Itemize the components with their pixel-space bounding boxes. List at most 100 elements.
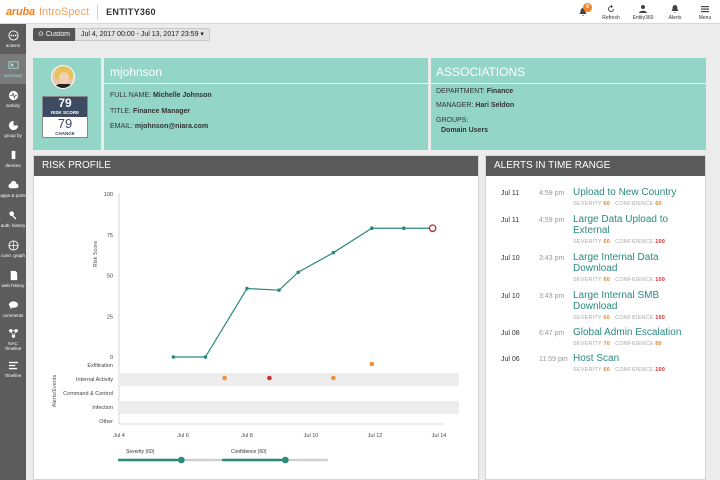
clock-icon: ⊙ [38,31,46,38]
risk-score-point [171,355,176,359]
severity-slider-handle[interactable] [178,456,185,464]
sidebar-item-web-history[interactable]: web history [0,264,26,294]
alert-date: Jul 10 [501,293,520,300]
menu-label: Menu [698,14,712,21]
key-icon [8,211,16,220]
group-by-icon [8,120,18,131]
alert-meta: SEVERITY 60 CONFIDENCE 100 [573,277,666,283]
event-lane-band [119,373,459,386]
title-value: Finance Manager [132,108,191,115]
date-range-value: Jul 4, 2017 00:00 - Jul 13, 2017 23:59 [80,31,199,38]
alert-title[interactable]: Upload to New Country [573,187,677,198]
sidebar-item-timeline[interactable]: Timeline [0,354,26,384]
alert-title[interactable]: Global Admin Escalation [573,327,682,338]
summary-icon [7,61,19,69]
timeline-icon [8,361,18,370]
sidebar-item-label: actions [5,43,21,48]
x-tick-label: Jul 4 [113,433,125,439]
risk-score-point-current [428,224,437,233]
sidebar-item-apps-ports[interactable]: apps & ports [0,174,26,204]
alert-time: 3:43 pm [539,293,565,300]
alert-confidence: 100 [655,315,666,321]
document-icon [10,270,17,281]
sidebar-item-group-by[interactable]: group by [0,114,26,144]
email-label: EMAIL: [110,123,133,130]
alert-meta: SEVERITY 60 CONFIDENCE 100 [573,315,666,321]
risk-score-box: 79 RISK SCORE 79 CHANGE [42,96,88,138]
groups-label: GROUPS: [436,117,469,124]
event-category-label: Exfiltration [87,363,113,369]
notifications-button[interactable]: 8 [570,0,596,24]
alert-confidence: 60 [655,201,662,207]
associations-card: ASSOCIATIONS DEPARTMENT: Finance MANAGER… [431,58,706,150]
alert-time: 6:47 pm [539,330,565,337]
alert-confidence: 100 [655,277,666,283]
entity360-button[interactable]: Entity360 [626,0,660,24]
y-tick-label: 0 [110,355,113,361]
refresh-button[interactable]: Refresh [596,0,626,24]
entity360-label: Entity360 [632,14,654,21]
title-row: TITLE: Finance Manager [110,108,190,115]
alerts-label: Alerts [668,14,682,21]
risk-score-line [173,227,433,358]
confidence-slider-label: Confidence (60) [231,449,267,455]
groups-value: Domain Users [441,127,489,134]
alerts-heading: ALERTS IN TIME RANGE [486,156,705,176]
menu-button[interactable]: Menu [690,0,720,24]
sidebar-item-label: comments [2,313,24,318]
y-tick-label: 50 [107,274,113,280]
severity-slider-label: Severity (60) [126,449,155,455]
change-value: 79 [57,116,73,131]
sidebar-item-label: web history [1,283,25,288]
sidebar-item-conn-graph[interactable]: conn. graph [0,234,26,264]
sidebar-item-devices[interactable]: devices [0,144,26,174]
divider [104,83,428,84]
risk-score-point [203,355,208,359]
full-name-label: FULL NAME: [110,92,151,99]
custom-range-button[interactable]: ⊙ Custom [33,28,75,41]
sidebar-item-label: NAC Timeline [4,340,22,351]
alert-severity: 70 [603,341,610,347]
activity-icon [8,90,18,101]
alert-title[interactable]: Large Data Upload to External [573,214,669,236]
alert-title[interactable]: Large Internal SMB Download [573,290,660,312]
alerts-button[interactable]: Alerts [660,0,690,24]
brand-logo: aruba [6,5,35,18]
email-value: mjohnson@niara.com [134,123,209,130]
risk-profile-panel: RISK PROFILE Risk Score Alerts/Events Se… [33,155,479,480]
sidebar-item-actions[interactable]: actions [0,24,26,54]
divider [431,83,706,84]
event-category-label: Infection [92,405,113,411]
sidebar-item-auth-history[interactable]: auth. history [0,204,26,234]
sidebar-item-label: activity [6,103,20,108]
alert-severity: 60 [603,239,610,245]
alert-meta: SEVERITY 60 CONFIDENCE 60 [573,201,662,207]
confidence-slider-handle[interactable] [282,456,289,464]
department-value: Finance [486,88,514,95]
sidebar: actions summary activity group by device… [0,24,26,480]
full-name-row: FULL NAME: Michelle Johnson [110,92,212,99]
actions-icon [7,30,19,41]
product-name: IntroSpect [38,5,90,18]
alert-severity: 60 [603,201,610,207]
y-tick-label: 25 [107,314,113,320]
caret-down-icon: ▾ [198,31,204,38]
sidebar-item-comments[interactable]: comments [0,294,26,324]
title-label: TITLE: [110,108,132,115]
manager-value: Hari Seldon [475,102,515,109]
sidebar-item-label: devices [5,163,21,168]
sidebar-item-label: Timeline [4,373,22,378]
alert-date: Jul 06 [501,356,520,363]
alerts-icon [671,4,679,13]
sidebar-item-activity[interactable]: activity [0,84,26,114]
date-range-dropdown[interactable]: Jul 4, 2017 00:00 - Jul 13, 2017 23:59 ▾ [74,28,210,41]
manager-row: MANAGER: Hari Seldon [436,102,514,109]
alert-title[interactable]: Host Scan [573,353,620,364]
sidebar-item-label: apps & ports [0,193,26,198]
top-bar: aruba IntroSpect ENTITY360 8 Refresh Ent… [0,0,720,24]
alert-title[interactable]: Large Internal Data Download [573,252,659,274]
event-marker [267,375,272,381]
nac-timeline-icon [8,328,18,338]
sidebar-item-nac-timeline[interactable]: NAC Timeline [0,324,26,354]
sidebar-item-summary[interactable]: summary [0,54,26,84]
